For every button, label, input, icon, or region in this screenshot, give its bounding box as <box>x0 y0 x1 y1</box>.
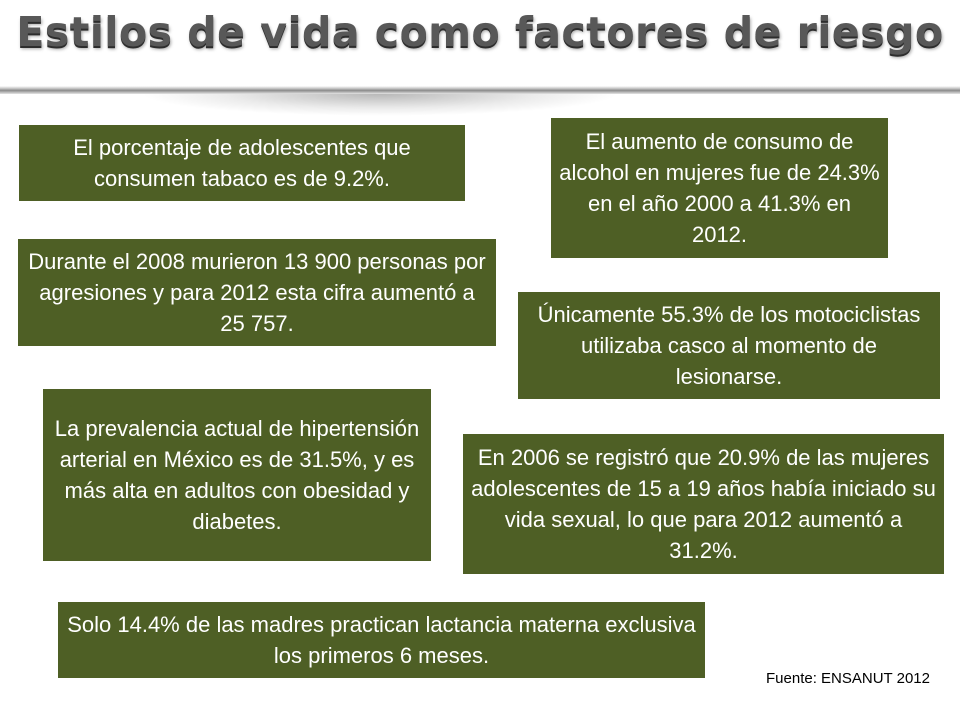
source-citation: Fuente: ENSANUT 2012 <box>766 670 930 687</box>
fact-box-lactancia: Solo 14.4% de las madres practican lacta… <box>58 602 705 678</box>
fact-text-hipertension: La prevalencia actual de hipertensión ar… <box>54 416 420 534</box>
fact-box-agresiones: Durante el 2008 murieron 13 900 personas… <box>18 239 496 346</box>
fact-box-sexual: En 2006 se registró que 20.9% de las muj… <box>463 434 944 574</box>
fact-text-lactancia: Solo 14.4% de las madres practican lacta… <box>67 612 696 668</box>
slide-title: Estilos de vida como factores de riesgo <box>16 8 944 56</box>
fact-text-sexual: En 2006 se registró que 20.9% de las muj… <box>471 445 936 563</box>
fact-text-alcohol: El aumento de consumo de alcohol en muje… <box>559 129 880 247</box>
fact-box-hipertension: La prevalencia actual de hipertensión ar… <box>43 389 431 561</box>
fact-box-tabaco: El porcentaje de adolescentes que consum… <box>19 125 465 201</box>
fact-text-casco: Únicamente 55.3% de los motociclistas ut… <box>537 302 921 389</box>
fact-text-agresiones: Durante el 2008 murieron 13 900 personas… <box>28 249 486 336</box>
fact-box-alcohol: El aumento de consumo de alcohol en muje… <box>551 118 888 258</box>
title-divider <box>0 86 960 94</box>
title-shadow-decoration <box>140 94 620 116</box>
fact-text-tabaco: El porcentaje de adolescentes que consum… <box>73 135 411 191</box>
fact-box-casco: Únicamente 55.3% de los motociclistas ut… <box>518 292 940 399</box>
